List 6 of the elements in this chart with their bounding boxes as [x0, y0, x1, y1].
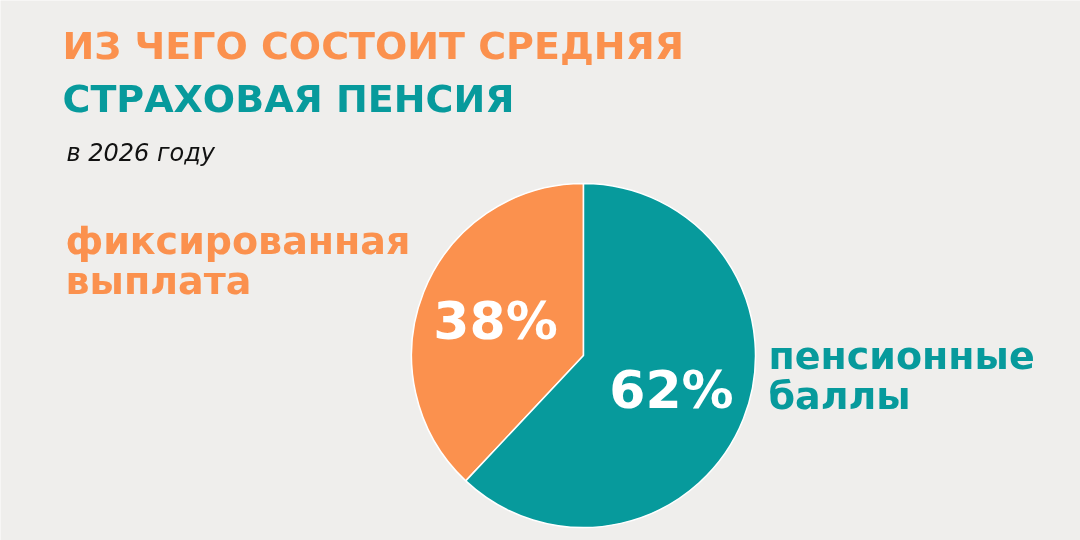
- chart-title: ИЗ ЧЕГО СОСТОИТ СРЕДНЯЯ СТРАХОВАЯ ПЕНСИЯ: [62, 23, 685, 121]
- data-label: 62%: [609, 360, 734, 421]
- chart-subtitle: в 2026 году: [66, 138, 216, 167]
- data-label: 38%: [433, 290, 558, 351]
- slice-label: фиксированная выплата: [65, 218, 411, 303]
- slice-label: пенсионные баллы: [768, 333, 1035, 418]
